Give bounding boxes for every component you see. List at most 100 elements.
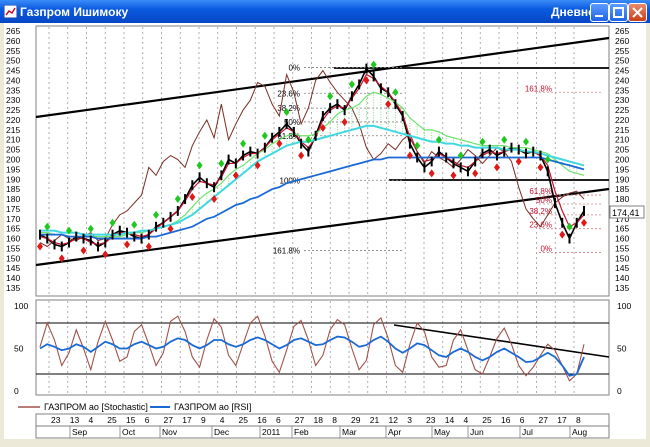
- minimize-button[interactable]: [590, 3, 609, 22]
- price-tick-left: 180: [6, 194, 20, 204]
- day-label: 14: [445, 415, 455, 425]
- day-label: 9: [201, 415, 206, 425]
- price-tick-left: 250: [6, 56, 20, 66]
- month-label: Nov: [162, 427, 178, 437]
- price-tick-right: 260: [615, 36, 629, 46]
- close-icon: [632, 7, 643, 18]
- month-label: Jul: [522, 427, 533, 437]
- fractal-down-marker: [472, 169, 479, 178]
- day-label: 8: [332, 415, 337, 425]
- day-labels: 23 13 4 25 15 6 27 17 9 4 25 16 6 27 18 8 29 21 12 3 23 14 4 25…: [51, 415, 581, 425]
- month-label: May: [434, 427, 451, 437]
- fractal-up-marker: [544, 155, 551, 164]
- fractal-up-marker: [87, 224, 94, 233]
- price-tick-left: 170: [6, 214, 20, 224]
- fractal-up-marker: [501, 135, 508, 144]
- price-tick-right: 205: [615, 145, 629, 155]
- price-tick-right: 225: [615, 105, 629, 115]
- fractal-down-marker: [102, 250, 109, 259]
- price-tick-left: 175: [6, 204, 20, 214]
- fractal-up-marker: [414, 141, 421, 150]
- fib-level-label: 0%: [540, 244, 552, 253]
- price-axis-left: 2652602552502452402352302252202152102052…: [6, 26, 20, 293]
- legend-stochastic-label: ГАЗПРОМ ao [Stochastic]: [44, 402, 148, 412]
- month-label: Jun: [470, 427, 484, 437]
- day-label: 27: [539, 415, 549, 425]
- price-tick-right: 240: [615, 75, 629, 85]
- month-label: Sep: [72, 427, 87, 437]
- day-label: 4: [464, 415, 469, 425]
- chart-area: 2652602552502452402352302252202152102052…: [4, 23, 646, 445]
- fib-level-label: 50%: [284, 118, 300, 127]
- price-tick-left: 225: [6, 105, 20, 115]
- day-label: 15: [126, 415, 136, 425]
- osc-tick-left: 0: [14, 386, 19, 396]
- day-label: 27: [295, 415, 305, 425]
- last-price-box: [609, 205, 645, 219]
- close-button[interactable]: [628, 3, 647, 22]
- day-label: 16: [501, 415, 511, 425]
- day-label: 23: [426, 415, 436, 425]
- fib-level-label: 100%: [280, 176, 300, 185]
- day-label: 23: [51, 415, 61, 425]
- price-tick-left: 135: [6, 283, 20, 293]
- day-label: 3: [407, 415, 412, 425]
- fractal-down-marker: [189, 193, 196, 202]
- rsi-line: [39, 335, 585, 377]
- price-tick-left: 165: [6, 224, 20, 234]
- day-label: 12: [389, 415, 399, 425]
- fractal-down-marker: [276, 139, 283, 148]
- price-series: [39, 63, 585, 252]
- price-tick-left: 210: [6, 135, 20, 145]
- fractal-down-marker: [254, 161, 261, 170]
- fractal-down-marker: [537, 163, 544, 172]
- horizontal-scrollbar[interactable]: [4, 439, 646, 445]
- price-tick-right: 195: [615, 164, 629, 174]
- month-label: Oct: [122, 427, 136, 437]
- maximize-button[interactable]: [609, 3, 628, 22]
- price-tick-right: 145: [615, 263, 629, 273]
- fractal-up-marker: [522, 137, 529, 146]
- fractal-down-marker: [515, 157, 522, 166]
- fractal-up-marker: [218, 159, 225, 168]
- fractal-down-marker: [363, 76, 370, 85]
- fractal-up-marker: [240, 139, 247, 148]
- fractal-down-marker: [406, 151, 413, 160]
- fractal-up-marker: [370, 60, 377, 69]
- fractal-markers: [37, 60, 587, 263]
- fractal-up-marker: [196, 161, 203, 170]
- month-label: Mar: [342, 427, 357, 437]
- fractal-up-marker: [153, 210, 160, 219]
- fractal-down-marker: [211, 195, 218, 204]
- title-bar[interactable]: Газпром Ишимоку Дневной: [0, 0, 650, 23]
- price-tick-left: 200: [6, 155, 20, 165]
- fractal-down-marker: [341, 117, 348, 126]
- month-label: 2011: [262, 427, 281, 437]
- price-tick-right: 210: [615, 135, 629, 145]
- fractal-down-marker: [559, 230, 566, 239]
- price-tick-right: 250: [615, 56, 629, 66]
- osc-tick-left: 50: [14, 344, 24, 354]
- price-tick-right: 155: [615, 243, 629, 253]
- fib-level-label: 50%: [536, 196, 552, 205]
- day-label: 6: [520, 415, 525, 425]
- upper-trendline: [35, 36, 610, 119]
- lower-trendline: [35, 187, 610, 267]
- price-tick-left: 160: [6, 234, 20, 244]
- price-tick-right: 170: [615, 214, 629, 224]
- price-tick-left: 255: [6, 46, 20, 56]
- price-tick-right: 140: [615, 273, 629, 283]
- price-tick-right: 265: [615, 26, 629, 36]
- price-axis-right: 2652602552502452402352302252202152102052…: [615, 26, 629, 293]
- osc-tick-right: 50: [617, 344, 627, 354]
- fib-level-label: 38.2%: [277, 104, 300, 113]
- fractal-down-marker: [232, 171, 239, 180]
- day-label: 4: [220, 415, 225, 425]
- price-tick-right: 165: [615, 224, 629, 234]
- fractal-up-marker: [174, 195, 181, 204]
- fractal-up-marker: [392, 88, 399, 97]
- chikou-line: [39, 69, 585, 248]
- fractal-up-marker: [327, 92, 334, 101]
- month-label: Apr: [388, 427, 401, 437]
